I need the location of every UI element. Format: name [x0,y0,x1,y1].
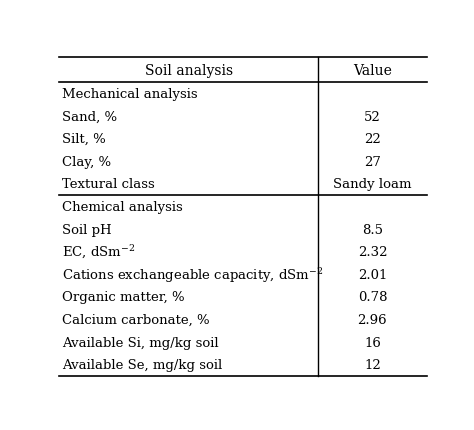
Text: Cations exchangeable capacity, dSm$^{-2}$: Cations exchangeable capacity, dSm$^{-2}… [62,265,324,284]
Text: 22: 22 [364,133,381,146]
Text: Chemical analysis: Chemical analysis [62,200,183,214]
Text: 8.5: 8.5 [362,223,383,236]
Text: Calcium carbonate, %: Calcium carbonate, % [62,313,210,326]
Text: EC, dSm$^{-2}$: EC, dSm$^{-2}$ [62,243,136,261]
Text: 27: 27 [364,156,381,169]
Text: 0.78: 0.78 [358,291,387,304]
Text: Sand, %: Sand, % [62,111,117,123]
Text: Available Si, mg/kg soil: Available Si, mg/kg soil [62,336,219,349]
Text: Mechanical analysis: Mechanical analysis [62,88,198,101]
Text: 2.01: 2.01 [358,268,387,281]
Text: Silt, %: Silt, % [62,133,106,146]
Text: Soil pH: Soil pH [62,223,112,236]
Text: 12: 12 [364,358,381,371]
Text: Available Se, mg/kg soil: Available Se, mg/kg soil [62,358,222,371]
Text: 16: 16 [364,336,381,349]
Text: Sandy loam: Sandy loam [333,178,411,191]
Text: Organic matter, %: Organic matter, % [62,291,185,304]
Text: Textural class: Textural class [62,178,155,191]
Text: 52: 52 [364,111,381,123]
Text: Soil analysis: Soil analysis [145,64,233,78]
Text: Value: Value [353,64,392,78]
Text: 2.32: 2.32 [358,246,387,258]
Text: 2.96: 2.96 [357,313,387,326]
Text: Clay, %: Clay, % [62,156,111,169]
